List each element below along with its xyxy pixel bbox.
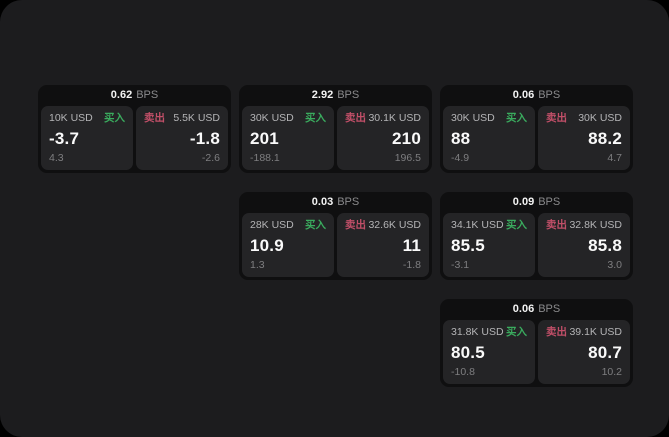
- buy-side-label: 买入: [506, 219, 527, 231]
- price-tiles: 31.8K USD 买入 80.5 -10.8 卖出 39.1K USD 80.…: [443, 320, 630, 384]
- price-tiles: 30K USD 买入 88 -4.9 卖出 30K USD 88.2 4.7: [443, 106, 630, 170]
- bps-unit-label: BPS: [337, 89, 360, 101]
- buy-side-label: 买入: [506, 326, 527, 338]
- buy-price-value: -3.7: [49, 128, 80, 148]
- sell-price-value: 88.2: [588, 128, 622, 148]
- sell-change-value: 196.5: [394, 152, 421, 164]
- bps-value: 0.09: [512, 196, 535, 208]
- sell-change-value: -2.6: [201, 152, 220, 164]
- price-tiles: 30K USD 买入 201 -188.1 卖出 30.1K USD 210 1…: [242, 106, 429, 170]
- sell-side-label: 卖出: [345, 219, 366, 231]
- bps-header: 0.62 BPS: [41, 85, 228, 106]
- quote-card: 0.09 BPS 34.1K USD 买入 85.5 -3.1 卖出 32.8K…: [440, 192, 633, 280]
- quote-card: 0.03 BPS 28K USD 买入 10.9 1.3 卖出 32.6K US…: [239, 192, 432, 280]
- price-tiles: 28K USD 买入 10.9 1.3 卖出 32.6K USD 11 -1.8: [242, 213, 429, 277]
- buy-notional-label: 30K USD: [250, 112, 294, 124]
- buy-price-value: 85.5: [451, 235, 485, 255]
- sell-price-value: 80.7: [588, 342, 622, 362]
- buy-notional-label: 34.1K USD: [451, 219, 504, 231]
- sell-change-value: 4.7: [607, 152, 622, 164]
- buy-side-label: 买入: [506, 112, 527, 124]
- sell-notional-label: 39.1K USD: [569, 326, 622, 338]
- bps-header: 0.03 BPS: [242, 192, 429, 213]
- sell-notional-label: 5.5K USD: [173, 112, 220, 124]
- bps-header: 0.06 BPS: [443, 299, 630, 320]
- buy-price-value: 201: [250, 128, 279, 148]
- sell-notional-label: 30K USD: [578, 112, 622, 124]
- sell-side-label: 卖出: [546, 112, 567, 124]
- bps-unit-label: BPS: [337, 196, 360, 208]
- bps-value: 0.03: [311, 196, 334, 208]
- buy-price-tile[interactable]: 30K USD 买入 201 -188.1: [242, 106, 334, 170]
- bps-header: 0.09 BPS: [443, 192, 630, 213]
- buy-change-value: -4.9: [451, 152, 470, 164]
- sell-price-tile[interactable]: 卖出 30.1K USD 210 196.5: [337, 106, 429, 170]
- buy-price-tile[interactable]: 34.1K USD 买入 85.5 -3.1: [443, 213, 535, 277]
- quote-card-grid: 0.62 BPS 10K USD 买入 -3.7 4.3 卖出 5.5K USD: [38, 85, 633, 387]
- buy-price-tile[interactable]: 31.8K USD 买入 80.5 -10.8: [443, 320, 535, 384]
- sell-change-value: 10.2: [601, 366, 622, 378]
- sell-price-value: 11: [402, 235, 421, 255]
- bps-value: 0.06: [512, 303, 535, 315]
- bps-value: 2.92: [311, 89, 334, 101]
- price-tiles: 34.1K USD 买入 85.5 -3.1 卖出 32.8K USD 85.8…: [443, 213, 630, 277]
- buy-notional-label: 28K USD: [250, 219, 294, 231]
- sell-side-label: 卖出: [144, 112, 165, 124]
- buy-change-value: -3.1: [451, 259, 470, 271]
- sell-notional-label: 32.8K USD: [569, 219, 622, 231]
- quote-card: 2.92 BPS 30K USD 买入 201 -188.1 卖出 30.1K …: [239, 85, 432, 173]
- buy-change-value: -188.1: [250, 152, 280, 164]
- buy-side-label: 买入: [104, 112, 125, 124]
- buy-price-value: 10.9: [250, 235, 284, 255]
- sell-notional-label: 32.6K USD: [368, 219, 421, 231]
- sell-price-tile[interactable]: 卖出 30K USD 88.2 4.7: [538, 106, 630, 170]
- buy-price-tile[interactable]: 30K USD 买入 88 -4.9: [443, 106, 535, 170]
- sell-price-tile[interactable]: 卖出 39.1K USD 80.7 10.2: [538, 320, 630, 384]
- sell-price-value: -1.8: [189, 128, 220, 148]
- buy-price-tile[interactable]: 10K USD 买入 -3.7 4.3: [41, 106, 133, 170]
- bps-header: 0.06 BPS: [443, 85, 630, 106]
- bps-unit-label: BPS: [136, 89, 159, 101]
- buy-change-value: -10.8: [451, 366, 475, 378]
- sell-change-value: -1.8: [402, 259, 421, 271]
- sell-side-label: 卖出: [345, 112, 366, 124]
- sell-price-tile[interactable]: 卖出 32.6K USD 11 -1.8: [337, 213, 429, 277]
- quote-card: 0.06 BPS 30K USD 买入 88 -4.9 卖出 30K USD: [440, 85, 633, 173]
- quote-card: 0.62 BPS 10K USD 买入 -3.7 4.3 卖出 5.5K USD: [38, 85, 231, 173]
- buy-price-tile[interactable]: 28K USD 买入 10.9 1.3: [242, 213, 334, 277]
- sell-side-label: 卖出: [546, 219, 567, 231]
- buy-notional-label: 31.8K USD: [451, 326, 504, 338]
- buy-price-value: 88: [451, 128, 471, 148]
- buy-change-value: 1.3: [250, 259, 265, 271]
- sell-change-value: 3.0: [607, 259, 622, 271]
- sell-price-value: 85.8: [588, 235, 622, 255]
- buy-notional-label: 30K USD: [451, 112, 495, 124]
- buy-side-label: 买入: [305, 219, 326, 231]
- sell-price-tile[interactable]: 卖出 5.5K USD -1.8 -2.6: [136, 106, 228, 170]
- bps-unit-label: BPS: [538, 196, 561, 208]
- sell-notional-label: 30.1K USD: [368, 112, 421, 124]
- buy-notional-label: 10K USD: [49, 112, 93, 124]
- bps-value: 0.62: [110, 89, 133, 101]
- sell-side-label: 卖出: [546, 326, 567, 338]
- price-tiles: 10K USD 买入 -3.7 4.3 卖出 5.5K USD -1.8 -2.…: [41, 106, 228, 170]
- quote-card: 0.06 BPS 31.8K USD 买入 80.5 -10.8 卖出 39.1…: [440, 299, 633, 387]
- buy-price-value: 80.5: [451, 342, 485, 362]
- bps-value: 0.06: [512, 89, 535, 101]
- buy-side-label: 买入: [305, 112, 326, 124]
- sell-price-tile[interactable]: 卖出 32.8K USD 85.8 3.0: [538, 213, 630, 277]
- bps-unit-label: BPS: [538, 89, 561, 101]
- sell-price-value: 210: [392, 128, 421, 148]
- bps-header: 2.92 BPS: [242, 85, 429, 106]
- bps-unit-label: BPS: [538, 303, 561, 315]
- buy-change-value: 4.3: [49, 152, 64, 164]
